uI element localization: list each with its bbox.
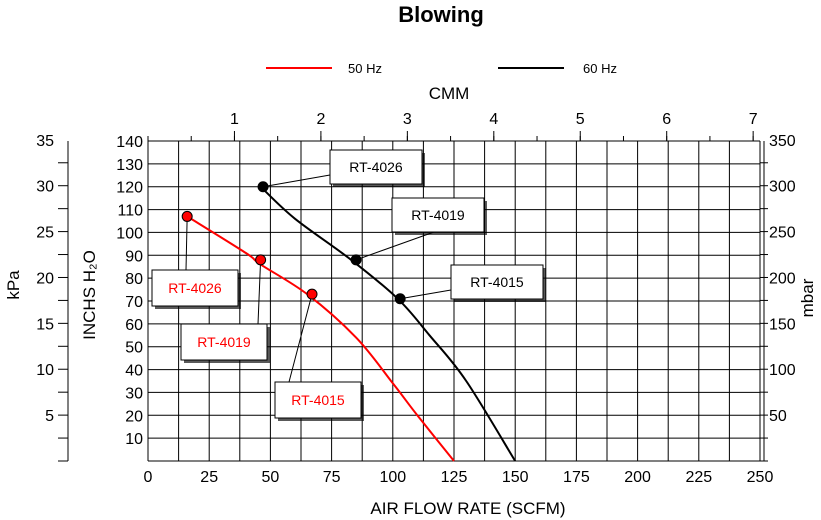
chart-title: Blowing: [398, 2, 484, 27]
callout-label: RT-4026: [349, 159, 403, 175]
y-tick-label: 50: [125, 340, 143, 357]
callout-leader: [257, 259, 262, 325]
data-point-marker: [257, 181, 269, 193]
x-tick-label: 200: [624, 469, 651, 486]
x-tick-label: 125: [441, 469, 468, 486]
data-point-marker: [306, 288, 318, 300]
y-tick-label: 130: [116, 157, 143, 174]
top-tick-label: 2: [316, 111, 325, 128]
callout-box: [450, 264, 544, 300]
x-tick-label: 175: [563, 469, 590, 486]
y-tick-label: 120: [116, 180, 143, 197]
kpa-tick-label: 15: [36, 316, 54, 333]
callout-box: [151, 269, 239, 307]
callout-leader: [185, 216, 188, 271]
kpa-tick-label: 20: [36, 270, 54, 287]
mbar-tick-label: 300: [769, 179, 796, 196]
callout-label: RT-4026: [168, 280, 222, 296]
legend-label: 60 Hz: [583, 61, 617, 76]
top-tick-label: 5: [576, 111, 585, 128]
y-tick-label: 110: [117, 203, 143, 220]
mbar-tick-label: 350: [769, 133, 796, 150]
y-axis-label: INCHS H₂O: [80, 250, 99, 340]
callout-leader: [355, 231, 435, 261]
legend-label: 50 Hz: [348, 61, 382, 76]
top-tick-label: 3: [403, 111, 412, 128]
x-tick-label: 150: [502, 469, 529, 486]
legend: 50 Hz 60 Hz: [266, 61, 617, 76]
data-point-marker: [394, 293, 406, 305]
x-tick-label: 100: [379, 469, 406, 486]
callout-box: [274, 381, 362, 419]
callout-label: RT-4019: [197, 334, 251, 350]
y-tick-label: 80: [125, 271, 143, 288]
y-tick-label: 140: [116, 134, 143, 151]
data-point-marker: [181, 210, 193, 222]
callout-label: RT-4019: [411, 207, 465, 223]
top-tick-label: 4: [489, 111, 498, 128]
mbar-tick-label: 150: [769, 316, 796, 333]
data-point-marker: [255, 254, 267, 266]
right-axis-label: mbar: [798, 278, 817, 317]
callout-label: RT-4015: [291, 392, 345, 408]
y-tick-label: 60: [125, 317, 143, 334]
callout-leader: [288, 294, 313, 383]
mbar-tick-label: 250: [769, 225, 796, 242]
kpa-tick-label: 35: [36, 133, 54, 150]
y-tick-label: 20: [125, 408, 143, 425]
x-tick-label: 75: [323, 469, 341, 486]
callout-box: [180, 323, 268, 361]
y-tick-label: 30: [125, 385, 143, 402]
callout-leader: [400, 289, 452, 300]
y-tick-label: 10: [125, 431, 143, 448]
left-axis-label: kPa: [4, 270, 23, 300]
callout-box: [391, 197, 485, 233]
x-tick-label: 50: [262, 469, 280, 486]
top-tick-label: 6: [662, 111, 671, 128]
callout-box: [329, 149, 423, 185]
x-tick-label: 25: [200, 469, 218, 486]
top-tick-label: 1: [230, 111, 239, 128]
top-axis-label: CMM: [429, 84, 470, 103]
x-tick-label: 225: [685, 469, 712, 486]
y-tick-label: 90: [125, 248, 143, 265]
mbar-tick-label: 50: [769, 408, 787, 425]
point-callouts: RT-4026 RT-4019 RT-4015 RT-4026 RT-4019 RT-40…: [151, 149, 546, 421]
series-line: [186, 215, 455, 462]
x-tick-label: 0: [144, 469, 153, 486]
axes: 0 25 50 75 100 125 150 175 200 225 250102030405060…: [36, 111, 796, 486]
y-tick-label: 70: [125, 294, 143, 311]
kpa-tick-label: 5: [45, 408, 54, 425]
data-point-marker: [350, 254, 362, 266]
y-tick-label: 100: [116, 225, 143, 242]
callout-leader: [262, 174, 331, 188]
mbar-tick-label: 100: [769, 362, 796, 379]
top-tick-label: 7: [749, 111, 758, 128]
x-axis-label: AIR FLOW RATE (SCFM): [370, 499, 565, 518]
kpa-tick-label: 10: [36, 362, 54, 379]
kpa-tick-label: 30: [36, 179, 54, 196]
mbar-tick-label: 200: [769, 270, 796, 287]
y-tick-label: 40: [125, 363, 143, 380]
x-tick-label: 250: [747, 469, 774, 486]
kpa-tick-label: 25: [36, 225, 54, 242]
callout-label: RT-4015: [470, 274, 524, 290]
